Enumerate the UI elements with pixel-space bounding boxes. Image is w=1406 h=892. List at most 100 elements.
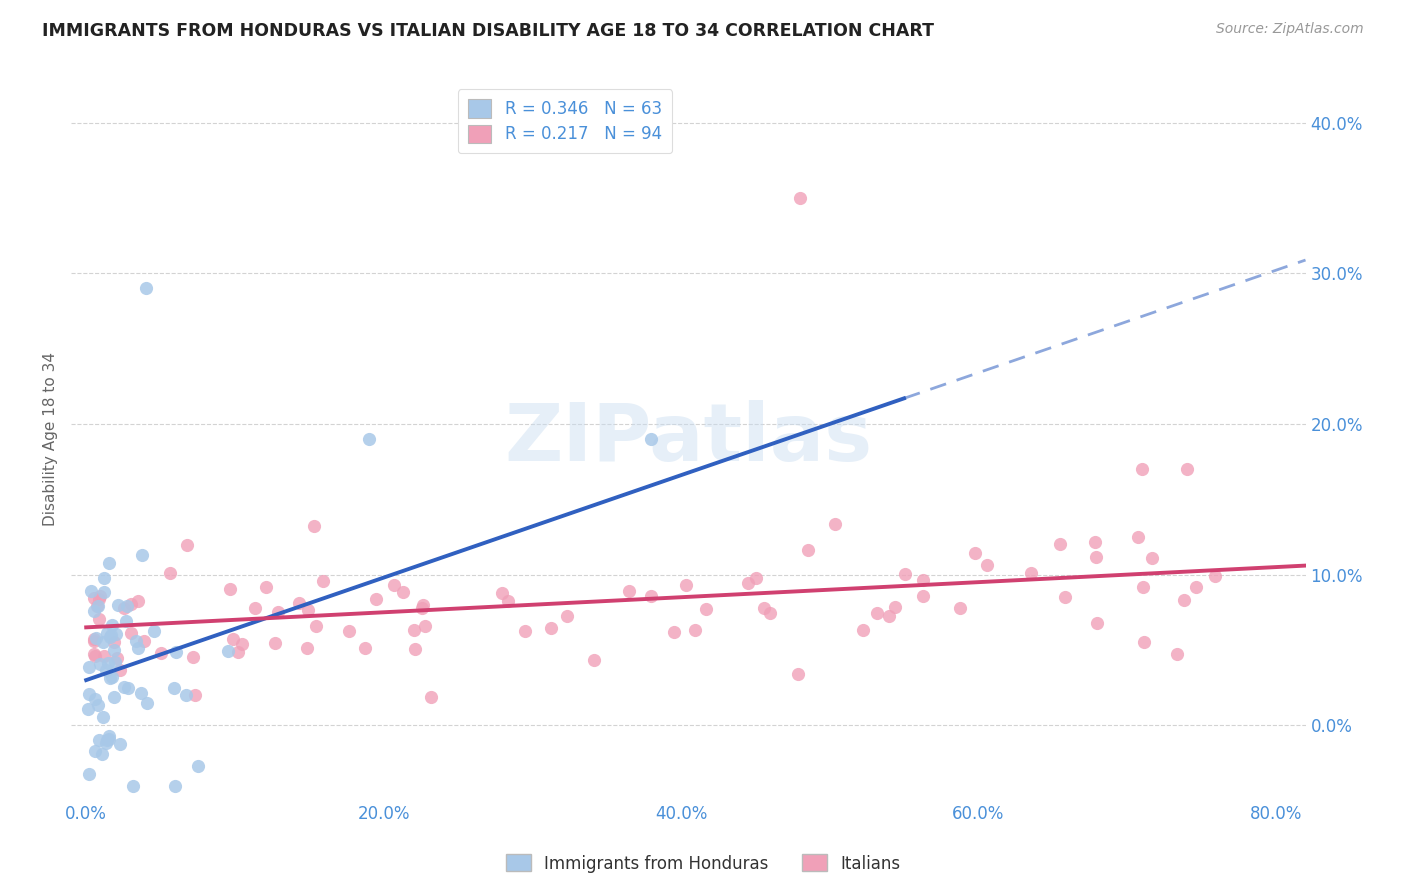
Point: [83, 591, 105, 606]
Point: [263, 635, 285, 649]
Point: [231, 637, 253, 651]
Point: [1133, 635, 1156, 649]
Point: [963, 546, 986, 560]
Point: [640, 589, 662, 603]
Point: [354, 641, 377, 656]
Point: [84, 648, 107, 663]
Point: [884, 599, 907, 614]
Point: [866, 606, 889, 620]
Point: [117, 681, 139, 696]
Point: [103, 635, 125, 649]
Point: [91, 747, 114, 761]
Point: [87, 698, 110, 712]
Point: [84, 744, 107, 758]
Point: [392, 585, 415, 599]
Point: [1130, 462, 1153, 476]
Point: [163, 681, 186, 695]
Point: [640, 432, 662, 446]
Point: [93, 635, 115, 649]
Point: [555, 608, 578, 623]
Point: [87, 599, 110, 613]
Legend: Immigrants from Honduras, Italians: Immigrants from Honduras, Italians: [499, 847, 907, 880]
Point: [295, 640, 318, 655]
Point: [312, 574, 335, 589]
Point: [104, 627, 127, 641]
Point: [76, 702, 98, 716]
Point: [89, 657, 111, 671]
Point: [129, 686, 152, 700]
Point: [496, 594, 519, 608]
Point: [183, 688, 205, 702]
Point: [83, 634, 105, 648]
Point: [83, 691, 105, 706]
Point: [745, 571, 768, 585]
Point: [89, 612, 111, 626]
Point: [382, 577, 405, 591]
Point: [159, 566, 181, 580]
Point: [89, 589, 111, 603]
Point: [181, 649, 204, 664]
Point: [110, 737, 132, 751]
Point: [1185, 580, 1208, 594]
Point: [287, 596, 309, 610]
Point: [80, 583, 103, 598]
Point: [135, 281, 157, 295]
Point: [1049, 537, 1071, 551]
Point: [91, 709, 114, 723]
Point: [96, 626, 118, 640]
Point: [122, 779, 145, 793]
Point: [337, 624, 360, 638]
Point: [104, 655, 127, 669]
Point: [98, 672, 121, 686]
Point: [911, 573, 934, 587]
Point: [112, 600, 135, 615]
Point: [228, 645, 250, 659]
Legend: R = 0.346   N = 63, R = 0.217   N = 94: R = 0.346 N = 63, R = 0.217 N = 94: [458, 89, 672, 153]
Point: [824, 516, 846, 531]
Point: [149, 646, 172, 660]
Point: [217, 644, 239, 658]
Point: [1019, 566, 1042, 580]
Point: [100, 628, 122, 642]
Point: [96, 733, 118, 747]
Point: [127, 593, 149, 607]
Point: [112, 680, 135, 694]
Point: [1175, 462, 1198, 476]
Point: [513, 624, 536, 638]
Point: [103, 690, 125, 705]
Point: [302, 519, 325, 533]
Point: [540, 621, 562, 635]
Point: [420, 690, 443, 705]
Point: [664, 624, 686, 639]
Point: [797, 542, 820, 557]
Point: [97, 731, 120, 746]
Point: [174, 688, 197, 702]
Point: [1132, 580, 1154, 594]
Point: [357, 432, 380, 446]
Point: [254, 581, 277, 595]
Point: [412, 598, 434, 612]
Point: [222, 632, 245, 646]
Point: [86, 599, 108, 613]
Point: [976, 558, 998, 572]
Point: [852, 623, 875, 637]
Point: [103, 643, 125, 657]
Point: [683, 623, 706, 637]
Point: [617, 584, 640, 599]
Point: [411, 601, 433, 615]
Point: [1140, 551, 1163, 566]
Point: [1128, 530, 1150, 544]
Point: [97, 556, 120, 570]
Point: [297, 603, 319, 617]
Point: [84, 631, 107, 645]
Point: [142, 624, 165, 638]
Text: Source: ZipAtlas.com: Source: ZipAtlas.com: [1216, 22, 1364, 37]
Point: [219, 582, 242, 596]
Point: [1204, 569, 1226, 583]
Point: [77, 767, 100, 781]
Point: [87, 733, 110, 747]
Point: [1166, 648, 1188, 662]
Point: [402, 624, 425, 638]
Point: [789, 191, 811, 205]
Point: [107, 599, 129, 613]
